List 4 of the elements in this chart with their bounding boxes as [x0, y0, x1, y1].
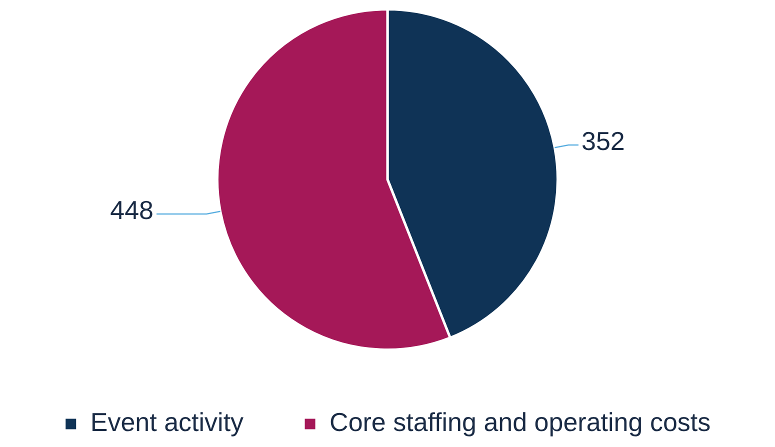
data-label: 352 — [581, 126, 625, 156]
legend-label: Event activity — [90, 407, 244, 438]
data-label: 448 — [110, 195, 154, 226]
legend-label: Core staffing and operating costs — [330, 407, 711, 438]
